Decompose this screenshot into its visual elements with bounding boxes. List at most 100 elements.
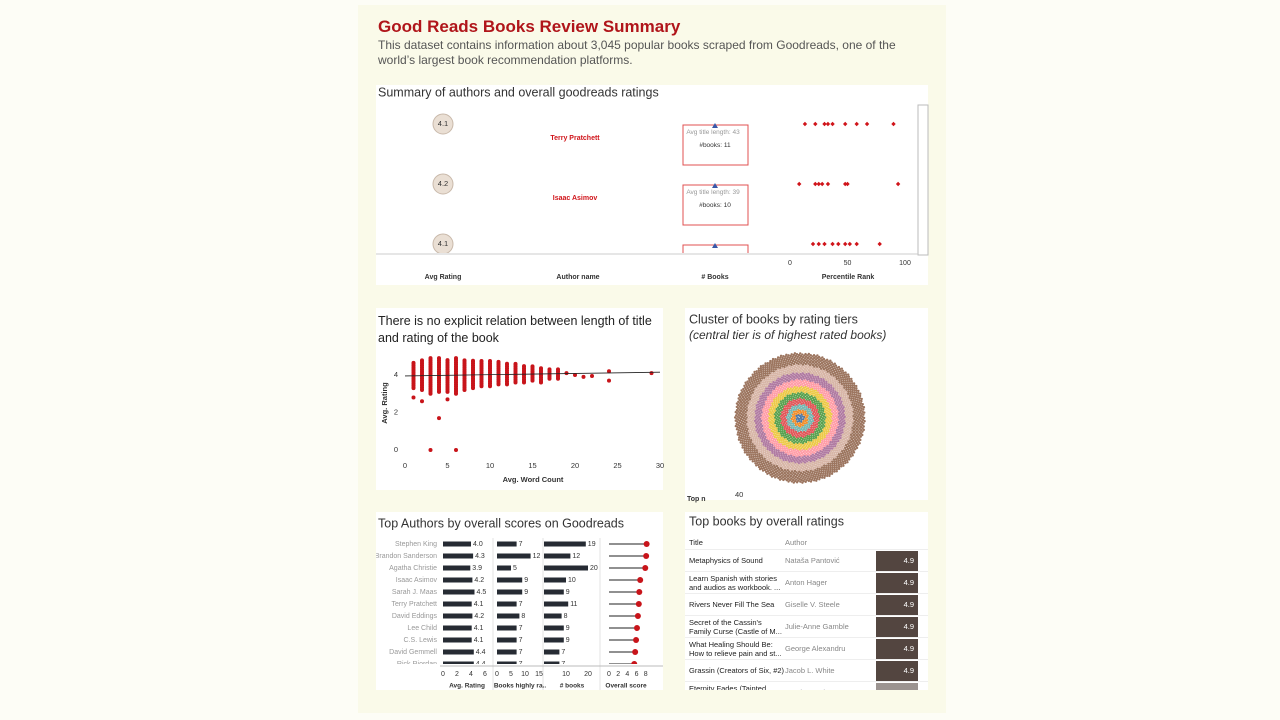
- book-dot: [818, 413, 822, 416]
- book-dot: [811, 409, 814, 412]
- book-dot: [779, 409, 782, 413]
- book-dot: [770, 447, 774, 451]
- book-dot: [837, 428, 840, 431]
- x-tick-label: 0: [788, 260, 792, 267]
- book-dot: [746, 414, 750, 418]
- book-dot: [811, 405, 815, 408]
- book-dot: [749, 387, 752, 391]
- book-dot: [773, 435, 776, 439]
- book-dot: [841, 445, 844, 448]
- book-dot: [816, 362, 819, 365]
- book-dot: [855, 389, 858, 392]
- book-dot: [757, 444, 761, 447]
- score-cell: 4.9: [876, 572, 918, 593]
- book-dot: [837, 397, 840, 400]
- book-dot: [813, 402, 817, 406]
- book-dot: [852, 406, 855, 409]
- book-dot: [786, 392, 790, 395]
- book-dot: [745, 438, 749, 441]
- book-dot: [771, 361, 774, 365]
- book-dot: [838, 400, 841, 403]
- book-dot: [834, 402, 837, 405]
- book-dot: [751, 451, 755, 454]
- book-dot: [847, 390, 850, 393]
- book-dot: [778, 468, 781, 471]
- book-dot: [769, 473, 772, 477]
- book-dot: [788, 372, 791, 375]
- book-dot: [833, 429, 837, 432]
- tier: [773, 391, 827, 445]
- book-dot: [844, 392, 848, 396]
- book-dot: [810, 362, 813, 365]
- book-dot: [786, 417, 790, 421]
- book-dot: [824, 466, 828, 470]
- book-dot: [822, 428, 825, 431]
- book-dot: [759, 364, 763, 368]
- book-dot: [798, 470, 801, 473]
- book-dot: [815, 462, 818, 465]
- value-label: 4.1: [474, 601, 484, 608]
- bar: [544, 625, 564, 631]
- book-dot: [832, 425, 836, 428]
- book-dot: [820, 424, 823, 428]
- book-dot: [764, 366, 767, 369]
- book-dot: [855, 402, 858, 406]
- book-dot: [755, 380, 758, 384]
- bar: [497, 649, 517, 655]
- book-dot: [833, 367, 837, 370]
- book-dot: [845, 386, 848, 389]
- book-dot: [854, 400, 857, 403]
- book-dot: [769, 359, 772, 363]
- book-dot: [824, 426, 827, 430]
- book-dot: [761, 438, 764, 441]
- book-dot: [829, 436, 833, 440]
- book-dot: [795, 471, 798, 474]
- book-dot: [777, 476, 780, 480]
- book-dot: [760, 440, 764, 443]
- book-dot: [805, 421, 809, 425]
- x-tick-label: 100: [899, 260, 911, 267]
- book-dot: [856, 420, 859, 423]
- book-dot: [834, 369, 838, 372]
- column-label: # books: [560, 683, 585, 690]
- book-dot: [823, 476, 826, 479]
- book-dot: [743, 442, 746, 445]
- book-dot: [737, 428, 740, 432]
- book-dot: [796, 469, 799, 472]
- chart-title: Summary of authors and overall goodreads…: [378, 85, 659, 99]
- book-dot: [778, 421, 781, 424]
- book-dot: [758, 433, 761, 436]
- bar: [497, 637, 517, 643]
- book-dot: [816, 402, 819, 405]
- percentile-dot: [895, 181, 901, 187]
- book-dot: [801, 363, 805, 366]
- book-dot: [764, 452, 768, 456]
- book-dot: [828, 460, 832, 463]
- book-dot: [840, 378, 843, 382]
- book-dot: [842, 371, 845, 375]
- book-dot: [785, 353, 788, 357]
- book-dot: [777, 449, 780, 452]
- book-dot: [785, 431, 789, 434]
- book-dot: [813, 396, 817, 399]
- book-dot: [841, 460, 845, 463]
- book-dot: [855, 387, 858, 390]
- book-dot: [770, 407, 773, 411]
- book-dot: [801, 424, 805, 427]
- book-dot: [800, 469, 804, 473]
- book-dot: [827, 466, 830, 470]
- column-label: # Books: [701, 274, 728, 281]
- book-dot: [765, 456, 768, 460]
- book-dot: [802, 411, 805, 414]
- book-dot: [818, 381, 821, 384]
- book-dot: [770, 395, 774, 399]
- book-dot: [743, 386, 747, 389]
- book-dot: [756, 438, 759, 442]
- book-dot: [766, 415, 770, 418]
- book-dot: [769, 470, 773, 474]
- book-dot: [766, 374, 770, 377]
- chart-title: There is no explicit relation between le…: [378, 314, 652, 345]
- book-dot: [820, 402, 823, 405]
- book-dot: [840, 372, 843, 375]
- book-dot: [810, 472, 814, 475]
